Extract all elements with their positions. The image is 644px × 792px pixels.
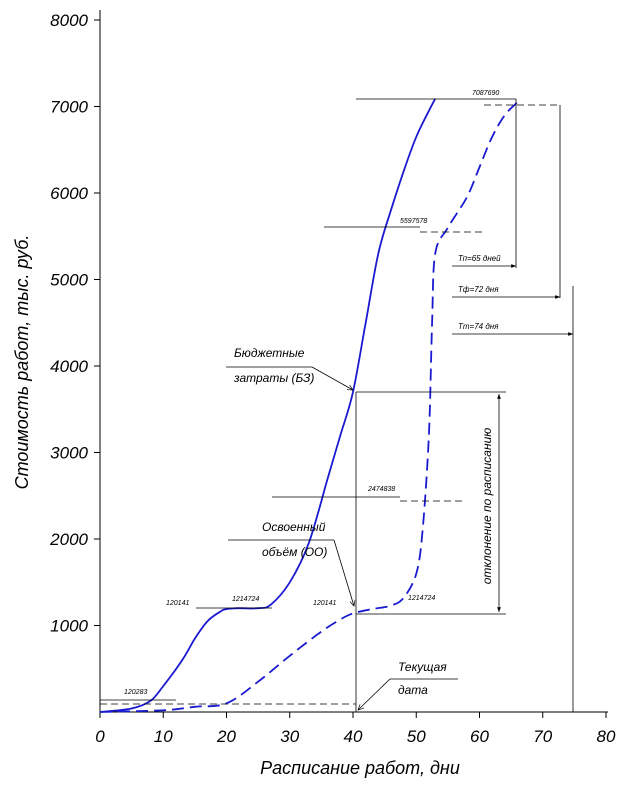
x-tick-label: 40 [344,727,363,746]
x-tick-label: 0 [95,727,105,746]
value-label-5597578: 5597578 [400,218,427,225]
annotation-budget-line2: затраты (БЗ) [233,371,314,385]
annotation-earned-line1: Освоенный [262,520,326,534]
y-tick-label: 2000 [49,530,88,549]
y-tick-label: 5000 [50,271,88,290]
y-tick-label: 6000 [50,184,88,203]
value-label-7087690: 7087690 [472,90,499,97]
y-tick-label: 1000 [50,617,88,636]
annotation-earned-line2: объём (ОО) [262,545,327,559]
x-tick-label: 10 [154,727,173,746]
annotation-current-date-line2: дата [398,683,428,697]
annotation-duration-planned: Тп=65 дней [458,254,501,263]
x-tick-label: 50 [407,727,426,746]
value-label-120141-a: 120141 [166,600,189,607]
value-label-1214724-b: 1214724 [408,595,435,602]
series-line-earned [99,101,519,713]
annotation-schedule-deviation: отклонение по расписанию [480,428,494,585]
annotation-duration-total: Тт=74 дня [458,322,499,331]
y-tick-label: 4000 [50,357,88,376]
x-axis-title: Расписание работ, дни [260,758,460,778]
annotation-budget-line1: Бюджетные [234,346,305,360]
y-ticks: 1000 2000 3000 4000 5000 6000 7000 8000 [49,11,100,636]
y-tick-label: 3000 [50,444,88,463]
value-label-120283: 120283 [124,689,147,696]
annotation-current-date-line1: Текущая [398,660,447,674]
x-tick-label: 70 [533,727,552,746]
annotation-duration-forecast: Тф=72 дня [458,285,499,294]
x-tick-label: 80 [597,727,616,746]
value-label-120141-b: 120141 [313,600,336,607]
x-tick-label: 20 [216,727,236,746]
value-label-2474838: 2474838 [367,486,395,493]
value-label-1214724-a: 1214724 [232,596,259,603]
x-tick-label: 60 [470,727,489,746]
x-tick-label: 30 [280,727,299,746]
x-ticks: 0 10 20 30 40 50 60 70 80 [95,712,616,746]
series-line-budget [99,98,437,713]
y-axis-title: Стоимость работ, тыс. руб. [12,235,32,490]
y-tick-label: 7000 [50,98,88,117]
reference-lines [100,98,574,712]
y-tick-label: 8000 [50,11,88,30]
